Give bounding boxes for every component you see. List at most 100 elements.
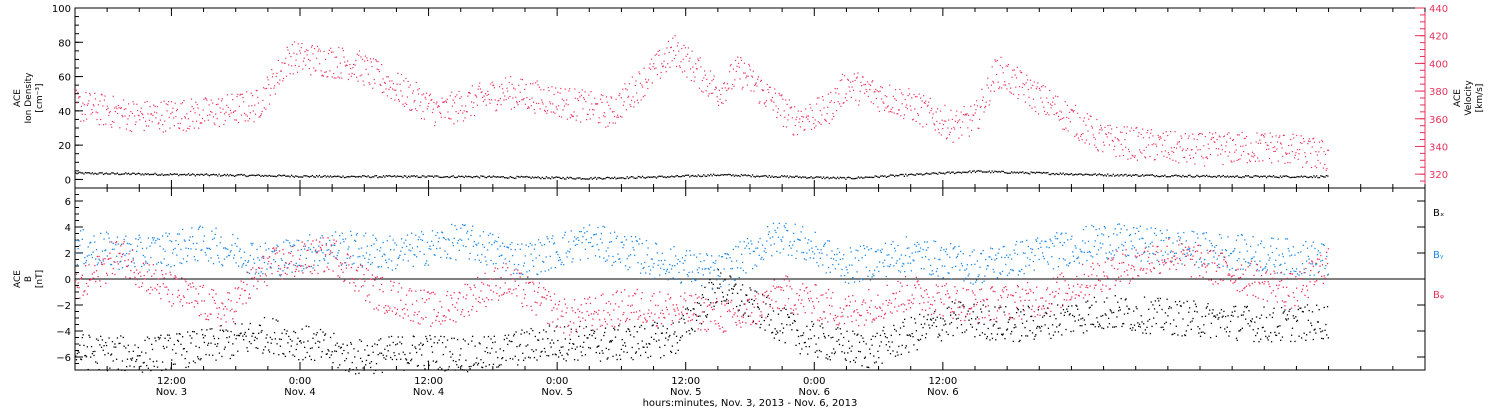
data-point	[699, 57, 701, 59]
data-point	[1010, 333, 1012, 335]
data-point	[1133, 324, 1136, 326]
data-point	[426, 340, 429, 342]
data-point	[722, 102, 724, 105]
data-point	[650, 68, 652, 70]
data-point	[436, 232, 439, 234]
data-point	[217, 337, 220, 340]
data-point	[781, 174, 783, 177]
data-point	[788, 316, 790, 318]
data-point	[508, 81, 510, 84]
data-point	[705, 90, 707, 92]
data-point	[146, 173, 148, 176]
data-point	[798, 121, 800, 123]
data-point	[1192, 133, 1194, 135]
data-point	[595, 351, 597, 354]
data-point	[592, 114, 594, 116]
data-point	[610, 96, 612, 98]
data-point	[541, 350, 543, 353]
data-point	[796, 175, 798, 177]
data-point	[1237, 316, 1239, 318]
data-point	[1268, 335, 1270, 337]
data-point	[667, 339, 669, 341]
data-point	[718, 174, 720, 177]
data-point	[802, 332, 805, 334]
data-point	[1067, 130, 1069, 132]
data-point	[203, 98, 205, 100]
data-point	[614, 329, 616, 331]
data-point	[668, 51, 670, 54]
data-point	[721, 291, 724, 294]
data-point	[300, 47, 302, 49]
data-point	[777, 313, 780, 315]
data-point	[1251, 155, 1253, 157]
data-point	[241, 266, 243, 268]
data-point	[720, 93, 722, 96]
data-point	[1139, 326, 1141, 328]
data-point	[886, 337, 888, 339]
data-point	[314, 359, 316, 362]
data-point	[1035, 334, 1037, 336]
data-point	[387, 266, 389, 269]
right-y-tick-label: 360	[1429, 115, 1448, 126]
data-point	[696, 68, 698, 70]
data-point	[415, 351, 418, 354]
data-point	[794, 320, 796, 323]
data-point	[1122, 175, 1124, 177]
data-point	[1162, 132, 1164, 134]
data-point	[395, 344, 397, 346]
data-point	[118, 107, 120, 109]
data-point	[564, 338, 567, 340]
data-point	[659, 49, 661, 51]
data-point	[390, 97, 392, 100]
data-point	[1071, 109, 1074, 111]
data-point	[312, 53, 314, 55]
data-point	[253, 332, 255, 335]
data-point	[1000, 56, 1002, 59]
data-point	[1105, 175, 1108, 177]
data-point	[212, 335, 215, 337]
data-point	[563, 234, 566, 236]
data-point	[1015, 86, 1017, 88]
data-point	[513, 87, 515, 89]
data-point	[1239, 330, 1241, 332]
data-point	[171, 240, 173, 243]
data-point	[739, 78, 741, 80]
data-point	[538, 177, 541, 179]
data-point	[571, 115, 573, 117]
data-point	[232, 343, 234, 345]
data-point	[736, 305, 738, 308]
data-point	[434, 124, 436, 127]
data-point	[1130, 157, 1132, 159]
data-point	[913, 344, 915, 346]
data-point	[1278, 176, 1280, 179]
data-point	[274, 85, 276, 87]
data-point	[1134, 174, 1137, 176]
data-point	[729, 71, 731, 73]
data-point	[1047, 327, 1050, 329]
data-point	[1217, 148, 1220, 150]
data-point	[524, 88, 526, 90]
data-point	[188, 239, 190, 241]
data-point	[158, 338, 160, 340]
right-y-axis-label: ACE	[1453, 89, 1463, 107]
data-point	[106, 370, 109, 372]
data-point	[587, 257, 589, 260]
data-point	[392, 83, 395, 85]
data-point	[730, 63, 732, 66]
data-point	[479, 343, 481, 345]
data-point	[849, 177, 851, 179]
data-point	[573, 358, 576, 361]
data-point	[682, 175, 684, 177]
data-point	[909, 335, 912, 337]
data-point	[519, 248, 521, 250]
data-point	[294, 331, 297, 334]
data-point	[309, 60, 311, 62]
data-point	[561, 261, 563, 264]
data-point	[711, 80, 713, 82]
data-point	[1130, 127, 1133, 129]
data-point	[297, 176, 300, 178]
data-point	[85, 356, 88, 358]
data-point	[89, 336, 91, 338]
data-point	[506, 177, 509, 179]
data-point	[946, 171, 949, 173]
